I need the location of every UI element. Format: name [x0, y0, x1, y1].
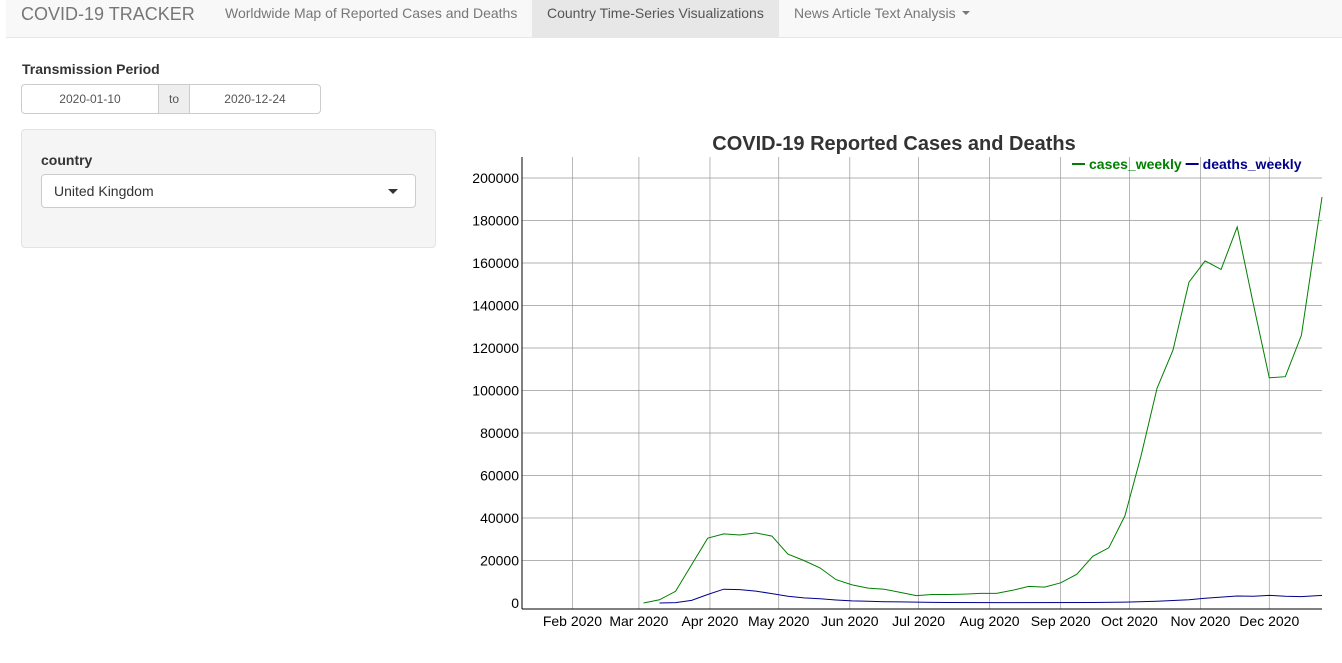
- country-label: country: [41, 152, 93, 168]
- country-panel: country United Kingdom: [21, 129, 436, 248]
- chart-axes: [521, 157, 1322, 610]
- chart-grid: [522, 157, 1322, 609]
- x-axis-ticks: Feb 2020 Mar 2020 Apr 2020 May 2020 Jun 2020…: [543, 613, 1300, 629]
- y-tick-label: 80000: [480, 425, 519, 441]
- chart-series: [643, 197, 1323, 604]
- y-tick-label: 200000: [472, 170, 519, 186]
- tab-time-series[interactable]: Country Time-Series Visualizations: [532, 0, 779, 37]
- end-date-input[interactable]: 2020-12-24: [224, 92, 286, 106]
- x-tick-label: Feb 2020: [543, 613, 602, 629]
- x-tick-label: May 2020: [748, 613, 810, 629]
- caret-down-icon: [961, 11, 970, 16]
- x-tick-label: Mar 2020: [609, 613, 668, 629]
- navbar: COVID-19 TRACKER Worldwide Map of Report…: [6, 0, 1342, 38]
- x-tick-label: Aug 2020: [960, 613, 1020, 629]
- chart-legend: cases_weekly deaths_weekly: [1072, 156, 1302, 172]
- tab-news-analysis-label: News Article Text Analysis: [794, 5, 956, 21]
- transmission-period-label: Transmission Period: [22, 61, 160, 77]
- country-select[interactable]: United Kingdom: [41, 174, 416, 208]
- y-tick-label: 180000: [472, 213, 519, 229]
- y-tick-label: 60000: [480, 468, 519, 484]
- covid-line-chart: COVID-19 Reported Cases and Deaths 0 2000…: [472, 133, 1323, 629]
- x-tick-label: Oct 2020: [1101, 613, 1158, 629]
- country-select-value: United Kingdom: [54, 183, 154, 199]
- dropdown-arrow-icon: [388, 189, 398, 194]
- y-tick-label: 140000: [472, 298, 519, 314]
- y-tick-label: 20000: [480, 553, 519, 569]
- legend-item-cases-weekly: cases_weekly: [1089, 156, 1182, 172]
- date-range-input: 2020-01-10 to 2020-12-24: [21, 84, 321, 114]
- x-tick-label: Jul 2020: [892, 613, 945, 629]
- series-line-deaths-weekly: [659, 588, 1323, 604]
- start-date-input[interactable]: 2020-01-10: [59, 92, 121, 106]
- y-tick-label: 160000: [472, 255, 519, 271]
- y-tick-label: 120000: [472, 340, 519, 356]
- series-line-cases-weekly: [643, 197, 1323, 604]
- x-tick-label: Dec 2020: [1239, 613, 1299, 629]
- x-tick-label: Jun 2020: [821, 613, 879, 629]
- y-tick-label: 0: [511, 595, 519, 611]
- tab-news-analysis[interactable]: News Article Text Analysis: [779, 0, 985, 37]
- y-axis-ticks: 0 20000 40000 60000 80000 100000 120000 140000 1…: [472, 170, 519, 611]
- x-tick-label: Sep 2020: [1031, 613, 1091, 629]
- y-tick-label: 100000: [472, 383, 519, 399]
- chart-title: COVID-19 Reported Cases and Deaths: [712, 133, 1075, 155]
- date-range-separator: to: [158, 85, 190, 113]
- tab-worldwide-map[interactable]: Worldwide Map of Reported Cases and Deat…: [225, 5, 518, 21]
- x-tick-label: Nov 2020: [1171, 613, 1231, 629]
- y-tick-label: 40000: [480, 510, 519, 526]
- app-brand[interactable]: COVID-19 TRACKER: [21, 4, 195, 24]
- legend-item-deaths-weekly: deaths_weekly: [1203, 156, 1302, 172]
- x-tick-label: Apr 2020: [682, 613, 739, 629]
